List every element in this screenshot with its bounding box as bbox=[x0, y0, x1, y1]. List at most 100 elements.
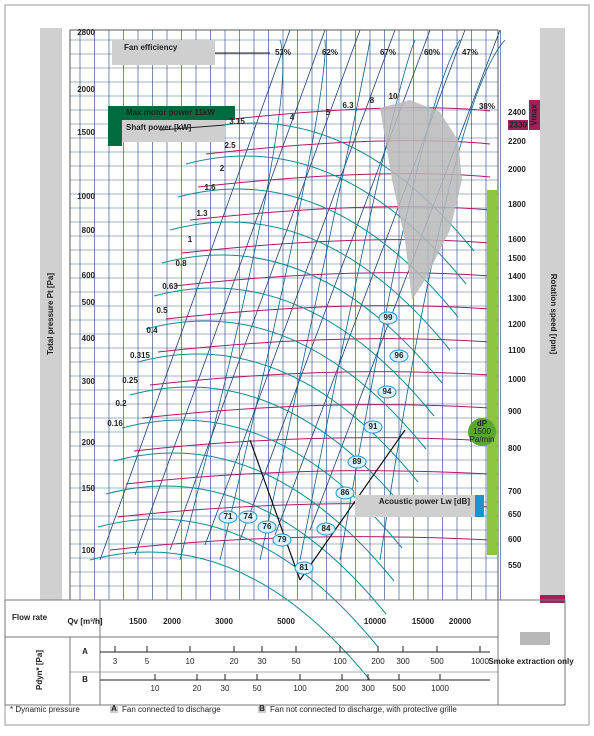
y-tick-label: 800 bbox=[82, 226, 96, 235]
efficiency-curve bbox=[259, 39, 371, 561]
speed-curve bbox=[169, 221, 451, 351]
power-value: 1.3 bbox=[196, 209, 208, 218]
acoustic-value: 96 bbox=[395, 351, 404, 360]
vmax-label: Vmax bbox=[530, 104, 539, 126]
power-value: 4 bbox=[290, 113, 295, 122]
acoustic-value: 86 bbox=[341, 488, 350, 497]
pdyn-a-tick: 50 bbox=[292, 657, 301, 666]
smoke-swatch bbox=[520, 632, 550, 645]
dp-badge bbox=[468, 418, 496, 446]
footnote: * Dynamic pressure bbox=[10, 705, 80, 714]
key-a-box bbox=[110, 705, 118, 713]
speed-curve bbox=[89, 551, 371, 681]
y2-tick-label: 2000 bbox=[508, 165, 526, 174]
power-title-box bbox=[122, 106, 235, 120]
key-b-box bbox=[258, 705, 266, 713]
pdyn-a-tick: 5 bbox=[145, 657, 150, 666]
speed-curve bbox=[137, 353, 419, 483]
power-value: 3.15 bbox=[229, 117, 245, 126]
acoustic-value: 89 bbox=[353, 457, 362, 466]
speed-curve bbox=[145, 320, 427, 450]
power-curve bbox=[165, 305, 491, 320]
acoustic-bubble bbox=[389, 349, 409, 363]
y2-tick-label: 1600 bbox=[508, 235, 526, 244]
vmax-value: 2330 bbox=[509, 121, 527, 130]
power-curve bbox=[181, 239, 491, 254]
power-curve bbox=[157, 338, 491, 353]
power-title: Max motor power 11kW bbox=[126, 108, 215, 117]
y2-tick-label: 1200 bbox=[508, 320, 526, 329]
dp-unit: Pa/min bbox=[470, 435, 495, 444]
acoustic-value: 79 bbox=[278, 535, 287, 544]
pdyn-b-tick: 20 bbox=[193, 684, 202, 693]
power-value: 6.3 bbox=[342, 101, 354, 110]
power-value: 0.25 bbox=[122, 376, 138, 385]
power-strip bbox=[108, 106, 122, 146]
system-line bbox=[204, 29, 396, 546]
system-line bbox=[169, 29, 361, 551]
power-value: 8 bbox=[370, 96, 375, 105]
power-curve bbox=[149, 371, 491, 386]
y-tick-label: 200 bbox=[82, 438, 96, 447]
y-tick-label: 1500 bbox=[77, 128, 95, 137]
power-value: 2 bbox=[220, 164, 225, 173]
power-curve bbox=[141, 404, 491, 419]
efficiency-label: 53% bbox=[275, 48, 291, 57]
speed-curve bbox=[161, 254, 443, 384]
acoustic-bubble bbox=[238, 510, 258, 524]
limit-line bbox=[249, 439, 301, 581]
power-curve bbox=[109, 536, 491, 551]
efficiency-title: Fan efficiency bbox=[124, 43, 178, 52]
y-tick-label: 300 bbox=[82, 377, 96, 386]
left-axis-bar bbox=[40, 28, 62, 600]
acoustic-title: Acoustic power Lw [dB] bbox=[379, 497, 470, 506]
y-tick-label: 150 bbox=[82, 484, 96, 493]
vmax-strip bbox=[540, 595, 565, 603]
power-curve bbox=[205, 140, 491, 155]
y2-tick-label: 650 bbox=[508, 510, 522, 519]
acoustic-value: 91 bbox=[369, 422, 378, 431]
acoustic-bubble bbox=[218, 510, 238, 524]
power-value: 1 bbox=[188, 235, 193, 244]
smoke-zone bbox=[380, 100, 462, 300]
footnote-key: A bbox=[111, 704, 117, 713]
power-curve bbox=[173, 272, 491, 287]
acoustic-value: 84 bbox=[322, 524, 331, 533]
vmax-box bbox=[508, 120, 528, 130]
pdyn-a-tick: 100 bbox=[333, 657, 347, 666]
footnote: Fan connected to discharge bbox=[122, 705, 221, 714]
y2-tick-label: 1000 bbox=[508, 375, 526, 384]
y2-tick-label: 1400 bbox=[508, 272, 526, 281]
acoustic-strip bbox=[475, 495, 484, 517]
efficiency-label: 60% bbox=[424, 48, 440, 57]
right-axis-bar bbox=[540, 28, 565, 595]
y-tick-label: 600 bbox=[82, 271, 96, 280]
flow-tick: 20000 bbox=[449, 617, 472, 626]
flow-tick: 10000 bbox=[364, 617, 387, 626]
acoustic-value: 76 bbox=[263, 522, 272, 531]
pdyn-title: Pdyn* [Pa] bbox=[35, 650, 44, 690]
pdyn-a-tick: 200 bbox=[371, 657, 385, 666]
efficiency-curve bbox=[179, 39, 284, 561]
y2-tick-label: 1100 bbox=[508, 346, 526, 355]
flow-tick: 2000 bbox=[163, 617, 181, 626]
pdyn-b-tick: 200 bbox=[335, 684, 349, 693]
power-value: 2.5 bbox=[224, 141, 236, 150]
speed-curve bbox=[105, 485, 387, 615]
footnote: Fan not connected to discharge, with pro… bbox=[270, 705, 457, 714]
y-tick-label: 400 bbox=[82, 334, 96, 343]
y2-tick-label: 800 bbox=[508, 444, 522, 453]
pdyn-b-tick: 500 bbox=[392, 684, 406, 693]
pdyn-b-tick: 300 bbox=[361, 684, 375, 693]
pdyn-a-tick: 30 bbox=[258, 657, 267, 666]
acoustic-bubble bbox=[294, 561, 314, 575]
speed-curve bbox=[129, 386, 411, 516]
y2-tick-label: 1800 bbox=[508, 200, 526, 209]
pdyn-b-tick: 50 bbox=[253, 684, 262, 693]
efficiency-label: 62% bbox=[322, 48, 338, 57]
power-value: 1.6 bbox=[204, 183, 216, 192]
acoustic-value: 71 bbox=[224, 512, 233, 521]
acoustic-bubble bbox=[335, 486, 355, 500]
acoustic-bubble bbox=[377, 385, 397, 399]
